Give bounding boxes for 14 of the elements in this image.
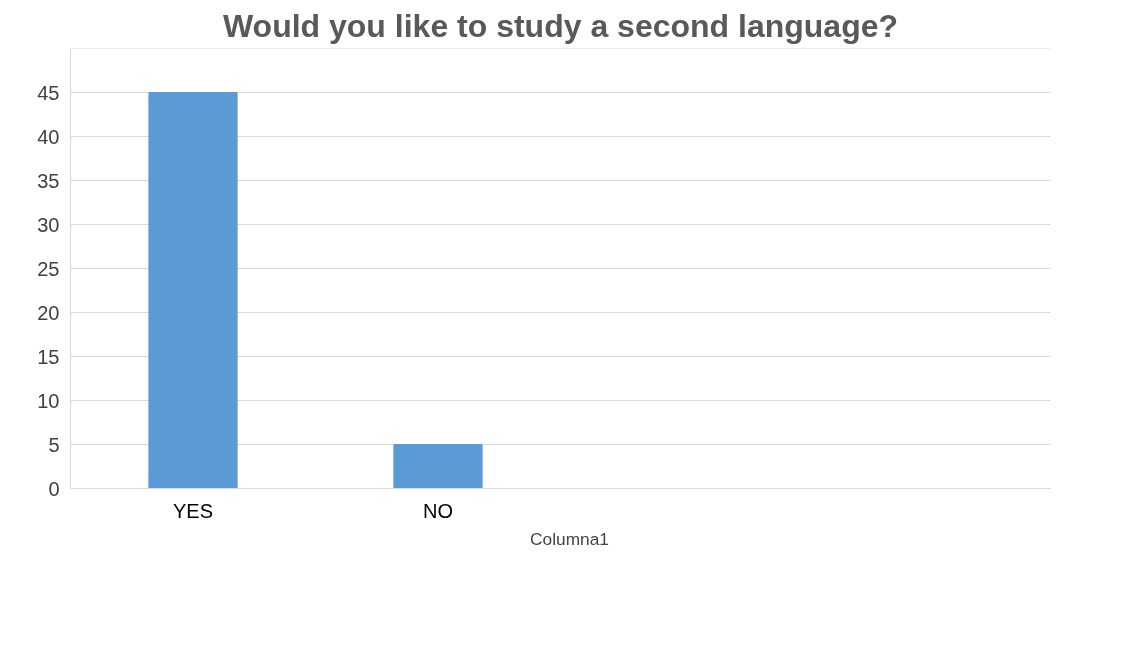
- y-tick-label: 20: [37, 301, 60, 324]
- x-tick-label: NO: [423, 499, 453, 522]
- y-tick-label: 30: [37, 213, 60, 236]
- chart-title: Would you like to study a second language?: [222, 7, 899, 44]
- y-tick-label: 40: [37, 125, 60, 148]
- y-tick-label: 5: [48, 433, 60, 456]
- y-tick-label: 0: [48, 477, 60, 500]
- y-tick-label: 10: [37, 389, 60, 412]
- y-tick-label: 15: [37, 345, 60, 368]
- y-tick-label: 35: [37, 169, 60, 192]
- text: Columna1: [530, 528, 609, 550]
- y-tick-label: 45: [37, 81, 60, 104]
- y-tick-label: 25: [37, 257, 60, 280]
- x-tick-label: YES: [172, 499, 214, 522]
